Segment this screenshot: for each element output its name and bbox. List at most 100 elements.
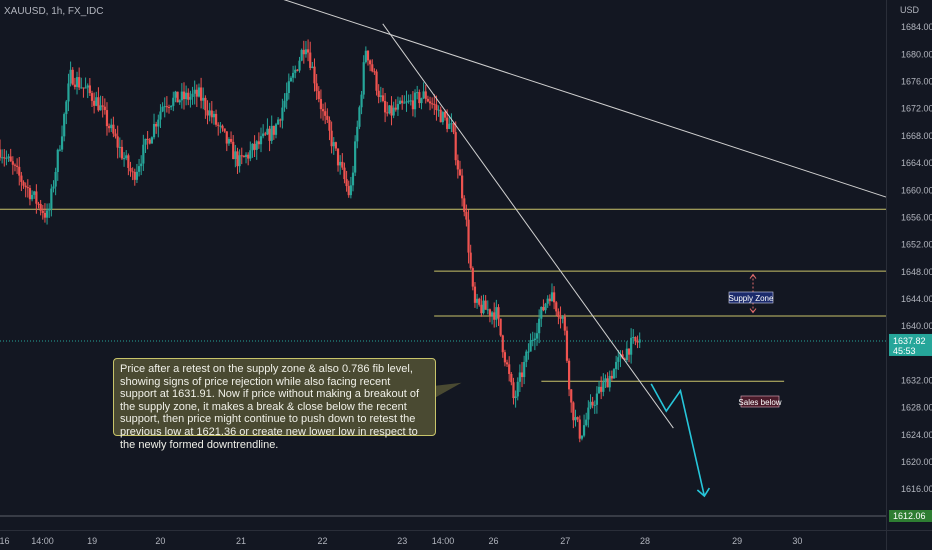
candle-body [306, 49, 310, 53]
candle-body [11, 161, 14, 165]
price-tick-label: 1648.00 [901, 267, 932, 277]
candle-body [604, 378, 607, 383]
candle-body [358, 107, 361, 127]
candle-body [18, 166, 21, 176]
candle-body [471, 268, 474, 287]
candle-body [585, 419, 588, 426]
candle-body [495, 307, 498, 320]
candle-body [296, 69, 299, 71]
candle-body [163, 106, 166, 108]
candle-body [22, 181, 25, 186]
candle-body [437, 109, 440, 111]
candle-body [249, 150, 252, 159]
price-tick-label: 1668.00 [901, 131, 932, 141]
candle-body [277, 119, 280, 125]
candle-body [582, 425, 586, 436]
candle-body [93, 100, 96, 106]
candle-body [597, 386, 601, 394]
candle-body [484, 300, 487, 310]
candle-body [546, 298, 549, 304]
candle-body [176, 91, 179, 103]
candle-body [253, 143, 256, 150]
candle-body [234, 151, 237, 160]
candle-body [3, 157, 6, 159]
candle-body [499, 318, 502, 336]
price-tick-label: 1620.00 [901, 457, 932, 467]
candle-body [125, 155, 128, 159]
candle-body [35, 191, 38, 204]
candle-body [617, 357, 620, 362]
candle-body [516, 381, 519, 397]
candle-body [490, 312, 494, 316]
candle-body [80, 87, 83, 89]
candle-body [63, 114, 66, 137]
candle-body [60, 136, 64, 150]
candle-body [204, 97, 207, 111]
candle-body [120, 146, 124, 159]
candle-body [627, 348, 631, 355]
candle-body [302, 49, 305, 55]
candle-body [300, 49, 303, 61]
candle-body [454, 132, 457, 161]
candle-body [281, 107, 284, 121]
candle-body [364, 50, 367, 63]
candle-body [630, 337, 633, 355]
candle-body [311, 66, 314, 68]
candle-body [580, 435, 584, 439]
candle-body [383, 100, 387, 113]
candle-body [262, 133, 265, 137]
candle-body [469, 252, 472, 269]
candle-body [520, 372, 524, 378]
candle-body [259, 136, 263, 145]
candle-body [610, 375, 613, 379]
candle-body [422, 91, 425, 99]
trendline [382, 23, 674, 429]
candle-body [54, 171, 57, 187]
candle-body [559, 316, 562, 319]
candle-body [407, 100, 410, 102]
candle-body [390, 105, 393, 116]
price-tick-label: 1652.00 [901, 240, 932, 250]
candle-body [84, 87, 87, 89]
candle-body [110, 124, 113, 129]
candle-body [287, 81, 290, 94]
candle-body [227, 139, 231, 144]
candle-body [328, 119, 331, 131]
candle-body [463, 198, 466, 212]
candle-body [73, 84, 76, 87]
candle-body [503, 352, 507, 363]
candle-body [401, 100, 404, 104]
candle-body [565, 330, 569, 361]
candle-body [52, 186, 55, 189]
target-price-label: 1612.06 [893, 511, 926, 521]
candle-body [589, 401, 592, 408]
candle-body [426, 98, 429, 102]
candle-body [529, 340, 532, 352]
candle-body [538, 318, 541, 334]
candle-body [221, 125, 224, 129]
candle-body [202, 97, 205, 101]
candle-body [394, 107, 397, 110]
candle-body [450, 123, 453, 125]
candle-body [475, 298, 479, 303]
price-tick-label: 1644.00 [901, 294, 932, 304]
candle-body [413, 92, 417, 110]
candle-body [30, 194, 34, 200]
candle-body [255, 141, 258, 150]
candle-body [343, 167, 346, 180]
candle-body [505, 362, 509, 365]
candle-body [90, 93, 94, 101]
candle-body [67, 83, 70, 102]
candle-body [578, 419, 581, 439]
candle-body [486, 309, 489, 311]
candle-body [441, 112, 444, 123]
candle-body [527, 351, 530, 353]
candle-body [20, 175, 23, 182]
candle-body [416, 92, 419, 94]
candle-body [159, 111, 162, 120]
candle-body [45, 210, 49, 218]
candle-body [97, 97, 100, 111]
candle-body [336, 148, 340, 166]
candle-body [435, 104, 438, 111]
